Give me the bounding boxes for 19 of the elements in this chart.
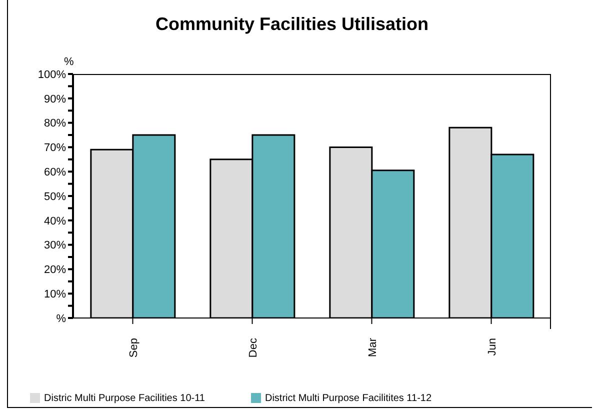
x-tick-label: Mar — [366, 338, 379, 357]
x-tick-label: Dec — [247, 338, 260, 358]
y-tick-label: 90% — [44, 93, 66, 106]
y-tick-label: 60% — [44, 166, 66, 179]
y-tick-label: 50% — [44, 190, 66, 203]
x-tick-label: Sep — [128, 338, 140, 358]
y-tick-label: % — [56, 312, 66, 325]
y-tick-label: 80% — [44, 118, 66, 130]
legend-label: District Multi Purpose Facilitites 11-12 — [264, 393, 432, 404]
y-tick-label: 100% — [38, 68, 66, 81]
y-tick-label: 40% — [44, 215, 66, 228]
y-tick-label: 70% — [44, 142, 66, 154]
y-tick-label: 10% — [44, 288, 66, 301]
x-tick-label: Jun — [486, 338, 498, 356]
y-tick-label: 30% — [44, 240, 66, 252]
legend-label: Distric Multi Purpose Facilities 10-11 — [44, 393, 205, 404]
y-tick-label: 20% — [44, 264, 66, 276]
chart-title: Community Facilities Utilisation — [154, 14, 430, 35]
y-axis-title: % — [64, 56, 74, 68]
